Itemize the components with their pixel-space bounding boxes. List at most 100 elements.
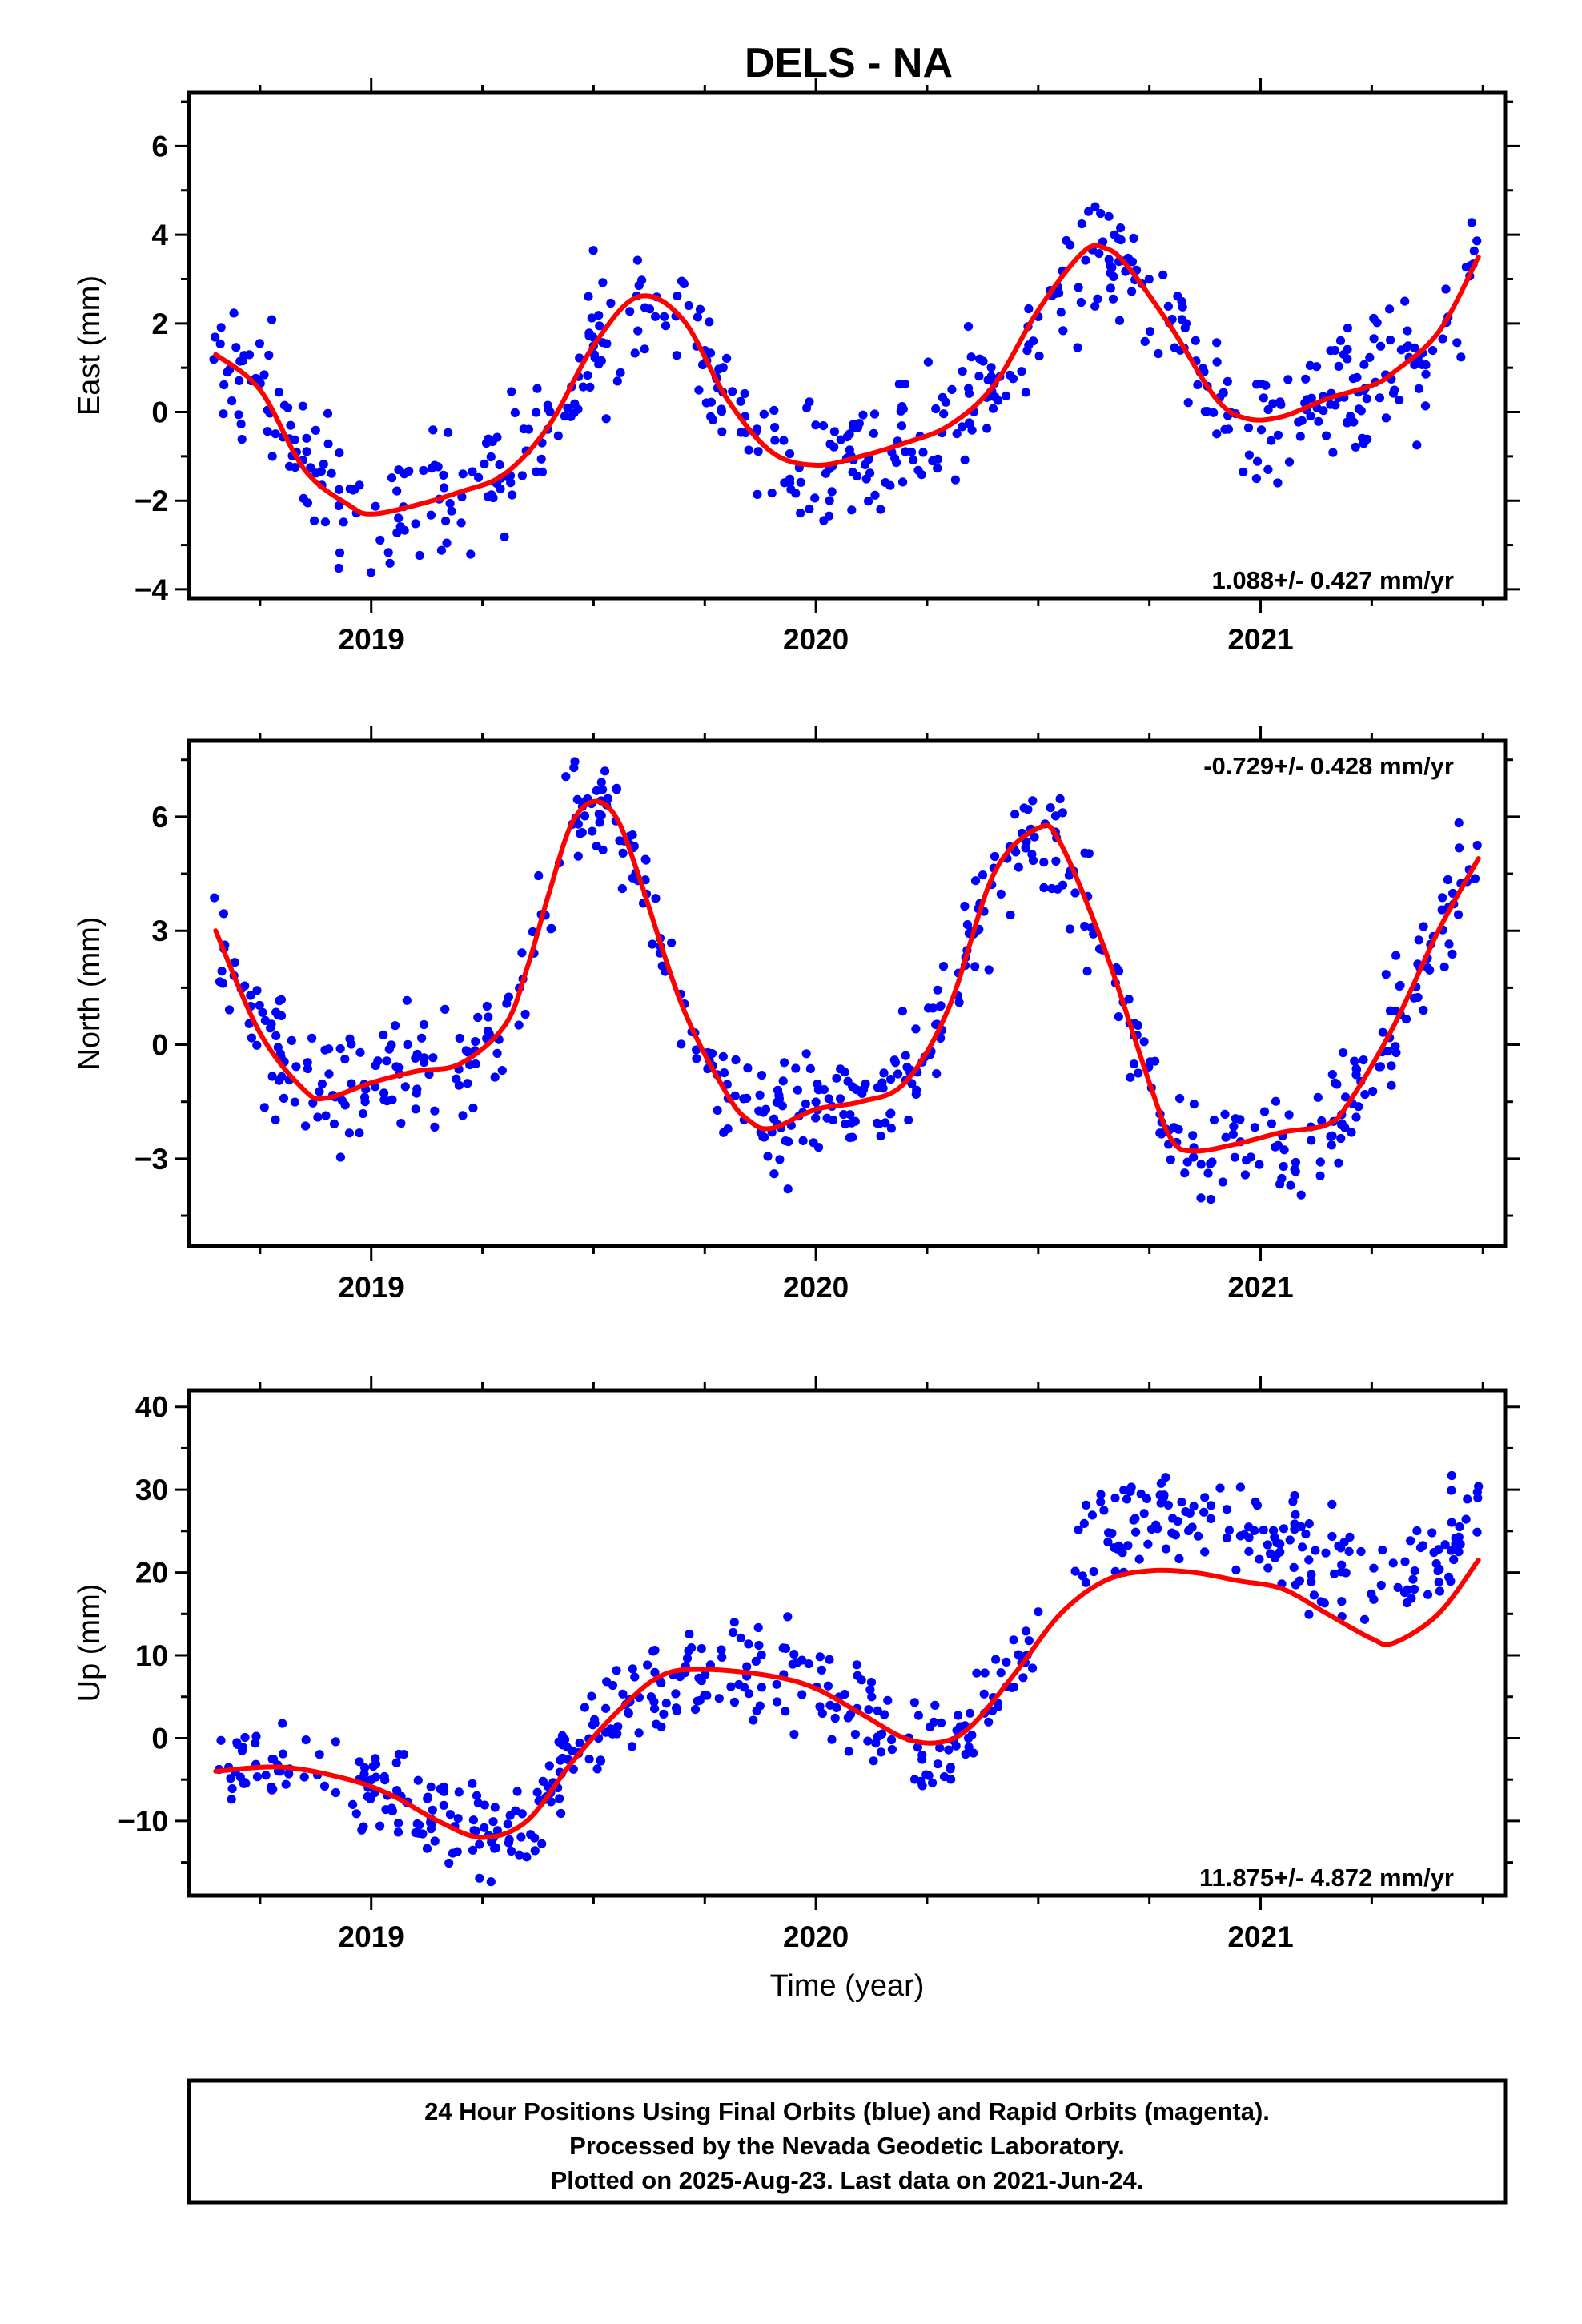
north-data-point [315,1087,324,1096]
east-data-point [298,401,307,411]
north-data-point [1180,1168,1190,1178]
up-data-point [530,1846,540,1856]
east-data-point [740,388,749,399]
north-data-point [1470,874,1480,883]
north-data-point [301,1121,311,1131]
up-data-point [1002,1657,1011,1667]
north-data-point [1375,1062,1384,1072]
up-data-point [1161,1473,1170,1482]
up-data-point [488,1817,498,1827]
north-data-point [600,766,610,776]
up-data-point [299,1772,309,1782]
up-data-point [1402,1598,1412,1608]
north-panel: 2019 2020 2021 −3 0 3 6 North (mm) -0.729+/- 0.4… [73,726,1520,1304]
east-data-point [1343,354,1352,364]
east-data-point [630,348,640,358]
north-data-point [277,1011,287,1020]
up-data-point [1376,1580,1386,1590]
east-data-point [588,246,598,255]
east-data-point [708,415,718,425]
east-data-point [532,408,541,417]
north-data-point [1189,1152,1199,1162]
north-x-tick-label: 2020 [783,1271,849,1304]
up-data-point [1194,1531,1203,1541]
east-plot-frame [187,90,1508,601]
east-data-point [770,423,780,432]
up-data-point [423,1794,432,1803]
north-data-point [845,1110,855,1120]
north-data-point [307,1033,317,1043]
up-data-point [991,1655,1001,1664]
east-data-point [466,549,476,559]
east-data-point [858,410,868,420]
north-data-point [217,967,227,976]
east-data-point [235,376,244,385]
east-data-point [1348,374,1358,384]
east-data-point [231,343,241,352]
up-data-point [656,1679,666,1688]
north-data-point [1188,1131,1198,1140]
north-data-point [1133,1020,1142,1030]
up-data-point [1304,1610,1314,1619]
up-data-point [1472,1487,1482,1497]
up-data-point [649,1697,659,1707]
north-data-point [811,1113,821,1123]
north-data-point [778,1076,788,1086]
north-data-point [840,1068,849,1077]
north-data-point [324,1069,334,1079]
up-x-tick-label: 2020 [783,1920,849,1953]
north-data-point [1341,1092,1351,1102]
up-data-point [475,1839,484,1849]
east-data-point [1077,219,1086,229]
up-x-tick-label: 2021 [1227,1920,1293,1953]
up-data-point [984,1717,994,1727]
east-data-point [487,490,496,500]
east-data-point [575,353,584,363]
north-data-point [430,1122,440,1132]
up-data-point [1200,1547,1210,1557]
east-data-point [1414,384,1423,393]
east-y-tick-label: −4 [135,573,169,606]
east-data-point [1109,271,1118,282]
east-data-point [508,490,517,500]
up-data-point [951,1741,961,1751]
north-data-point [419,1019,429,1030]
up-data-point [643,1660,652,1670]
north-data-point [780,1058,789,1068]
east-data-point [1108,294,1118,304]
east-data-point [1438,334,1447,344]
up-data-point [1311,1546,1320,1555]
north-data-point [1277,1173,1287,1184]
up-data-point [1472,1527,1482,1537]
north-data-point [1206,1159,1215,1168]
east-data-point [1386,336,1395,345]
up-data-point [952,1726,962,1735]
up-data-point [783,1612,793,1622]
up-data-point [1290,1519,1299,1529]
up-data-point [532,1787,542,1797]
north-data-point [628,873,637,883]
north-data-point [859,1084,869,1094]
east-data-point [1376,341,1386,351]
east-y-tick-label: 2 [151,308,168,340]
north-data-point [1082,967,1092,976]
east-data-point [496,484,505,493]
east-data-point [1472,236,1482,246]
east-data-point [818,421,829,431]
north-data-point [461,1046,471,1055]
east-data-point [869,409,880,419]
north-data-point [843,1076,853,1086]
up-data-point [996,1668,1006,1678]
north-data-point [874,1119,884,1128]
east-data-point [229,308,239,318]
up-data-point [1082,1500,1091,1510]
north-data-point [718,1051,728,1062]
north-data-point [218,979,227,988]
up-data-point [1337,1597,1347,1606]
up-data-point [781,1707,790,1716]
north-plot-frame [187,738,1508,1248]
up-data-point [422,1844,432,1853]
north-data-point [275,1076,284,1085]
east-data-point [1410,360,1419,370]
up-data-point [734,1679,744,1690]
